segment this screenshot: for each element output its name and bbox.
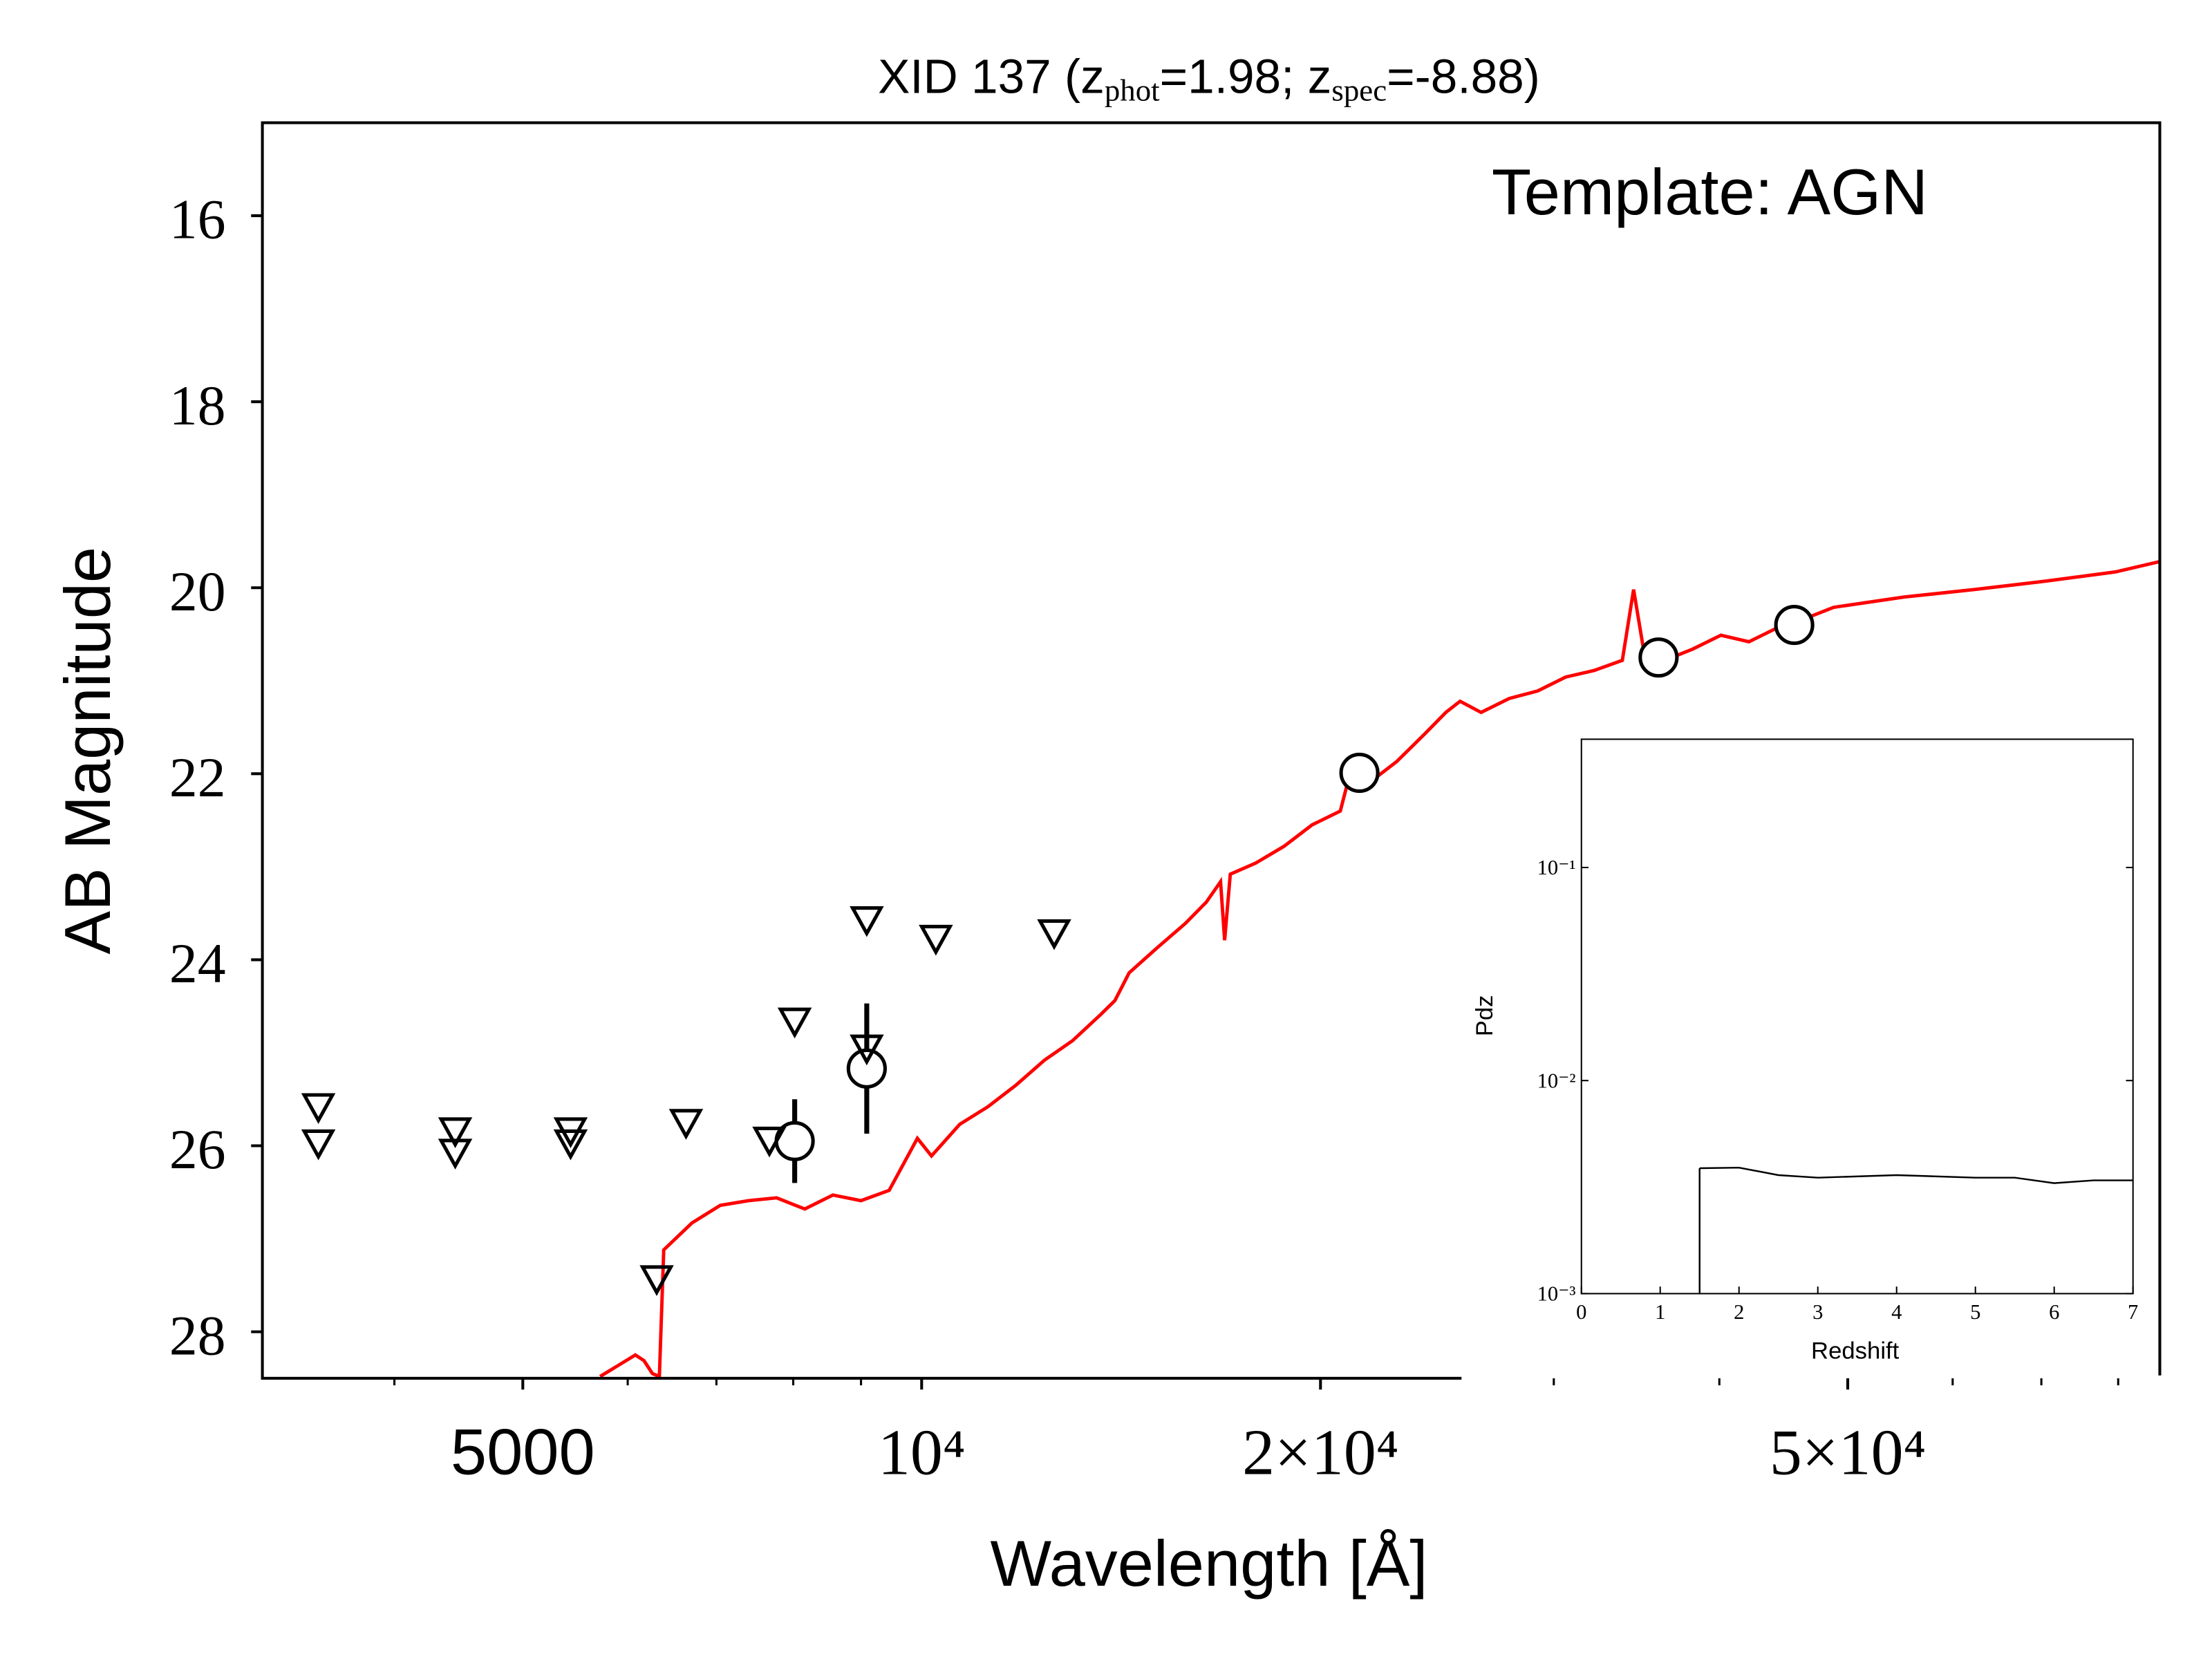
axes-frame (261, 121, 2162, 1380)
annotation: Template: AGN (1492, 156, 1928, 228)
y-tick-label: 24 (169, 932, 226, 995)
upper-limit-marker (777, 1007, 812, 1039)
x-tick-label: 5×10⁴ (1770, 1417, 1926, 1489)
y-axis-label: Pdz (1472, 995, 1498, 1036)
upper-limit-marker (553, 1129, 588, 1161)
detection-marker (1638, 637, 1679, 678)
detection-marker (846, 1048, 887, 1089)
x-tick-label: 3 (1812, 1300, 1823, 1324)
y-tick-label: 22 (169, 746, 226, 809)
x-tick-label: 0 (1576, 1300, 1586, 1324)
x-tick-label: 4 (1891, 1300, 1902, 1324)
x-tick-label: 5 (1970, 1300, 1980, 1324)
upper-limit-marker (438, 1117, 473, 1148)
y-tick-label: 28 (169, 1304, 226, 1367)
title-subscript: phot (1105, 73, 1160, 108)
series-line (1699, 1166, 2133, 1184)
inset-cover (1461, 1375, 2163, 1381)
x-tick-label: 5000 (451, 1416, 595, 1488)
x-tick-label: 1 (1655, 1300, 1665, 1324)
upper-limit-marker (850, 1034, 884, 1066)
detection-marker (1774, 605, 1815, 646)
x-tick-label: 2 (1734, 1300, 1744, 1324)
y-tick-label: 20 (169, 560, 226, 623)
y-tick-label: 10⁻³ (1537, 1282, 1576, 1306)
series-line (599, 560, 2160, 1378)
title-subscript: spec (1331, 73, 1387, 108)
x-axis-label: Wavelength [Å] (990, 1527, 1427, 1600)
upper-limit-marker (668, 1109, 704, 1140)
title-part: XID 137 (z (878, 50, 1105, 104)
upper-limit-marker (639, 1265, 674, 1296)
y-tick-label: 18 (169, 374, 226, 437)
plot-area (599, 560, 2160, 1378)
plot-area (1698, 1166, 2133, 1294)
y-tick-label: 26 (169, 1118, 226, 1181)
detection-marker (1339, 752, 1380, 794)
x-axis-label: Redshift (1811, 1338, 1900, 1364)
chart-title: XID 137 (zphot=1.98; zspec=-8.88) (878, 50, 1540, 108)
upper-limit-marker (850, 906, 884, 937)
upper-limit-marker (1037, 919, 1071, 950)
x-tick-label: 6 (2049, 1300, 2059, 1324)
upper-limit-marker (301, 1093, 336, 1124)
x-tick-label: 2×10⁴ (1242, 1417, 1398, 1489)
upper-limit-marker (919, 924, 953, 956)
upper-limit-marker (752, 1126, 787, 1158)
y-tick-label: 16 (169, 188, 226, 251)
axes-frame (1580, 738, 2134, 1295)
y-tick-label: 10⁻¹ (1537, 856, 1576, 879)
upper-limit-marker (301, 1129, 336, 1161)
inset-background (1461, 712, 2160, 1387)
upper-limit-marker (438, 1138, 473, 1170)
title-part: =-8.88) (1387, 50, 1540, 104)
title-part: =1.98; z (1160, 50, 1332, 104)
y-axis-label: AB Magnitude (51, 547, 124, 955)
x-tick-label: 10⁴ (878, 1417, 966, 1489)
x-tick-label: 7 (2128, 1300, 2138, 1324)
y-tick-label: 10⁻² (1537, 1069, 1576, 1092)
